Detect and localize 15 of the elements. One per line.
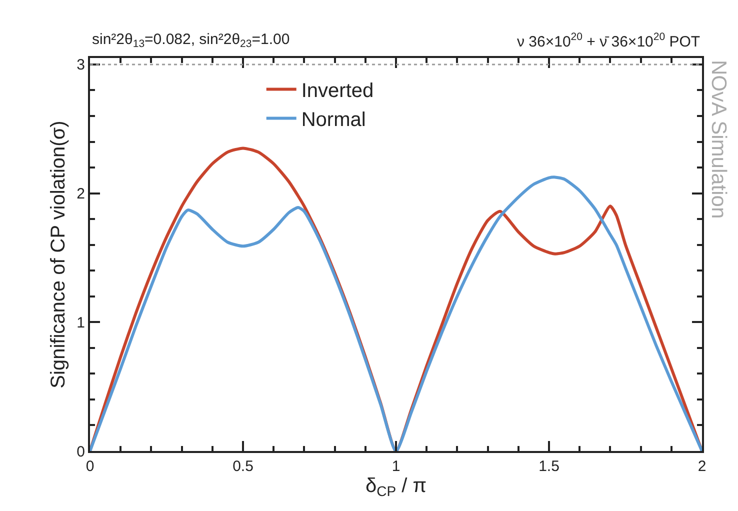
chart-title: sin²2θ$_{13}$=0.082, sin²2θ$_{23}$=1.00 [92, 31, 290, 50]
x-axis-title: δ$_{CP}$ / π [365, 475, 427, 500]
y-tick-label: 0 [76, 443, 85, 460]
x-tick-label: 1.5 [538, 458, 560, 475]
chart-subtitle: ν 36×10$^{20}$ + ν̄ 36×10$^{20}$ POT [517, 31, 700, 50]
legend-label: Inverted [301, 80, 374, 102]
y-axis-title: Significance of CP violation(σ) [48, 120, 70, 388]
x-tick-label: 0.5 [232, 458, 254, 475]
text: NOvA Simulation [707, 60, 730, 219]
y-tick-label: 2 [76, 186, 85, 203]
x-tick-label: 2 [698, 458, 706, 475]
legend-label: Normal [301, 109, 366, 132]
y-tick-label: 3 [76, 56, 85, 74]
y-tick-label: 1 [76, 314, 85, 332]
x-tick-label: 1 [392, 458, 400, 475]
